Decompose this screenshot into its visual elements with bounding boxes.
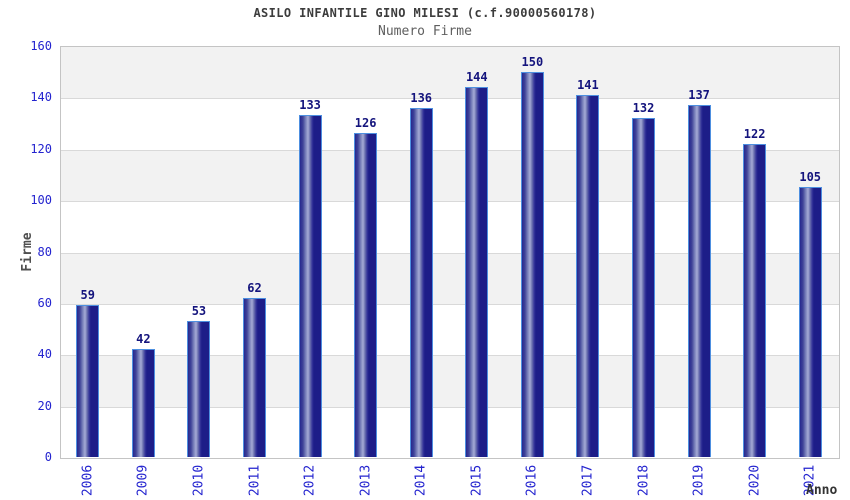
bar-value-label: 126 bbox=[354, 116, 377, 131]
bar bbox=[465, 87, 489, 457]
x-tick-label: 2006 bbox=[80, 464, 96, 497]
bar bbox=[632, 117, 655, 457]
x-tick-label: 2013 bbox=[358, 464, 374, 497]
bar bbox=[243, 297, 266, 457]
bar bbox=[298, 115, 322, 457]
gridline bbox=[61, 252, 839, 254]
y-tick-label: 60 bbox=[37, 295, 52, 310]
plot-area bbox=[60, 46, 840, 459]
gridline bbox=[61, 98, 839, 100]
plot-band bbox=[61, 149, 839, 202]
plot-band bbox=[61, 355, 839, 407]
x-tick-label: 2012 bbox=[302, 464, 318, 497]
bar bbox=[687, 105, 711, 457]
y-tick-label: 100 bbox=[30, 193, 52, 208]
x-tick-label: 2011 bbox=[247, 464, 262, 497]
bar-value-label: 136 bbox=[410, 90, 433, 105]
gridline bbox=[61, 149, 839, 151]
bar-value-label: 42 bbox=[136, 332, 151, 347]
x-tick-label: 2018 bbox=[636, 464, 651, 497]
gridline bbox=[61, 406, 839, 408]
bar-value-label: 122 bbox=[743, 126, 766, 141]
bar bbox=[76, 305, 100, 457]
y-tick-label: 80 bbox=[37, 244, 52, 259]
plot-band bbox=[61, 252, 839, 304]
x-tick-label: 2014 bbox=[413, 464, 429, 497]
plot-band bbox=[61, 406, 839, 458]
x-axis-title: Anno bbox=[806, 483, 838, 498]
x-tick-label: 2019 bbox=[691, 464, 707, 497]
x-tick-label: 2016 bbox=[524, 464, 540, 497]
bar-value-label: 132 bbox=[632, 100, 655, 115]
bar bbox=[798, 187, 822, 457]
y-tick-label: 160 bbox=[30, 39, 52, 53]
plot-band bbox=[61, 201, 839, 253]
y-tick-label: 20 bbox=[37, 398, 52, 413]
bar-value-label: 62 bbox=[247, 280, 262, 295]
bar bbox=[576, 94, 600, 457]
chart-title: ASILO INFANTILE GINO MILESI (c.f.9000056… bbox=[253, 6, 597, 20]
x-tick-label: 2017 bbox=[580, 464, 596, 497]
bar bbox=[354, 133, 378, 457]
bar-value-label: 59 bbox=[80, 288, 95, 303]
plot-band bbox=[61, 98, 839, 150]
bar bbox=[520, 71, 544, 457]
y-tick-label: 140 bbox=[30, 90, 52, 105]
bar-value-label: 105 bbox=[799, 170, 822, 185]
bar-value-label: 137 bbox=[688, 88, 710, 103]
bar bbox=[409, 107, 433, 457]
y-tick-label: 40 bbox=[37, 347, 52, 362]
gridline bbox=[61, 303, 839, 305]
bar-value-label: 150 bbox=[521, 54, 544, 69]
bar bbox=[187, 320, 211, 457]
gridline bbox=[61, 201, 839, 203]
x-tick-label: 2015 bbox=[469, 464, 485, 497]
bar-value-label: 133 bbox=[299, 98, 321, 113]
x-tick-label: 2020 bbox=[747, 464, 763, 497]
x-tick-label: 2009 bbox=[135, 464, 151, 497]
bar bbox=[743, 143, 767, 457]
bar bbox=[131, 349, 155, 457]
bar-value-label: 53 bbox=[191, 303, 207, 318]
plot-band bbox=[61, 47, 839, 99]
bar-value-label: 144 bbox=[465, 70, 488, 85]
x-tick-label: 2010 bbox=[191, 464, 207, 497]
y-tick-label: 120 bbox=[30, 141, 52, 156]
y-tick-label: 0 bbox=[44, 450, 52, 464]
gridline bbox=[61, 355, 839, 357]
bar-value-label: 141 bbox=[577, 77, 599, 92]
chart-subtitle: Numero Firme bbox=[378, 24, 472, 39]
